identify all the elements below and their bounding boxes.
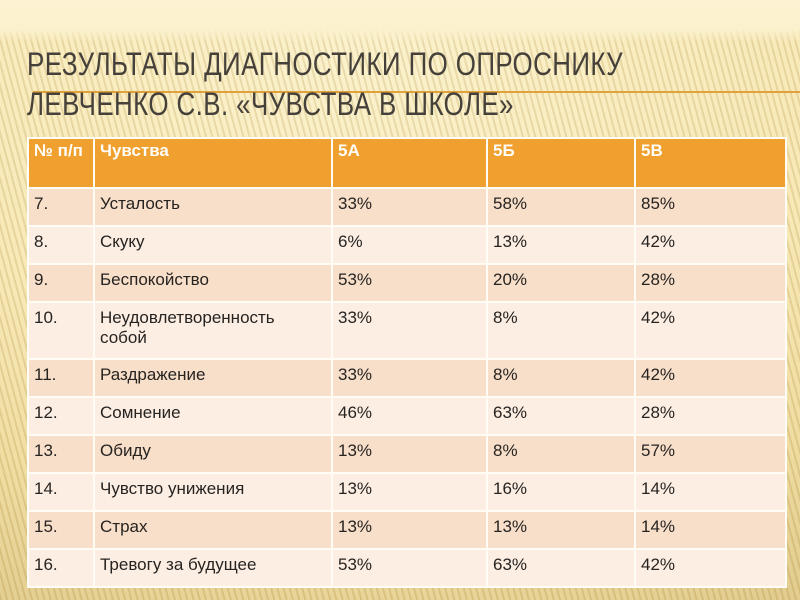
value-cell-5a: 13% <box>333 474 486 510</box>
top-band <box>0 0 800 42</box>
value-cell-5b: 13% <box>488 227 634 263</box>
feeling-cell: Беспокойство <box>95 265 331 301</box>
value-cell-5b: 63% <box>488 550 634 586</box>
value-cell-5b: 8% <box>488 360 634 396</box>
row-number-cell: 13. <box>29 436 93 472</box>
header-cell-5b: 5Б <box>488 139 634 187</box>
title-line-1: РЕЗУЛЬТАТЫ ДИАГНОСТИКИ ПО ОПРОСНИКУ <box>27 46 624 82</box>
value-cell-5v: 42% <box>636 227 785 263</box>
table-row: 14. Чувство унижения 13% 16% 14% <box>29 474 785 510</box>
table-header-row: № п/п Чувства 5А 5Б 5В <box>29 139 785 187</box>
feeling-cell: Страх <box>95 512 331 548</box>
value-cell-5v: 28% <box>636 398 785 434</box>
value-cell-5b: 8% <box>488 303 634 358</box>
table-row: 12. Сомнение 46% 63% 28% <box>29 398 785 434</box>
feeling-cell: Усталость <box>95 189 331 225</box>
value-cell-5a: 53% <box>333 265 486 301</box>
value-cell-5b: 63% <box>488 398 634 434</box>
value-cell-5a: 33% <box>333 360 486 396</box>
feeling-cell: Скуку <box>95 227 331 263</box>
feeling-cell: Раздражение <box>95 360 331 396</box>
value-cell-5v: 57% <box>636 436 785 472</box>
table-row: 10. Неудовлетворенность собой 33% 8% 42% <box>29 303 785 358</box>
row-number-cell: 10. <box>29 303 93 358</box>
value-cell-5a: 6% <box>333 227 486 263</box>
row-number-cell: 16. <box>29 550 93 586</box>
row-number-cell: 7. <box>29 189 93 225</box>
table-row: 13. Обиду 13% 8% 57% <box>29 436 785 472</box>
value-cell-5v: 85% <box>636 189 785 225</box>
table-row: 8. Скуку 6% 13% 42% <box>29 227 785 263</box>
value-cell-5v: 42% <box>636 360 785 396</box>
value-cell-5a: 46% <box>333 398 486 434</box>
header-cell-num: № п/п <box>29 139 93 187</box>
value-cell-5v: 14% <box>636 474 785 510</box>
results-table: № п/п Чувства 5А 5Б 5В 7. Усталость 33% … <box>27 137 787 588</box>
value-cell-5v: 14% <box>636 512 785 548</box>
value-cell-5b: 58% <box>488 189 634 225</box>
row-number-cell: 11. <box>29 360 93 396</box>
value-cell-5a: 33% <box>333 303 486 358</box>
feeling-cell: Обиду <box>95 436 331 472</box>
title-line-2: ЛЕВЧЕНКО С.В. «ЧУВСТВА В ШКОЛЕ» <box>27 86 514 122</box>
row-number-cell: 9. <box>29 265 93 301</box>
value-cell-5v: 42% <box>636 303 785 358</box>
value-cell-5a: 53% <box>333 550 486 586</box>
header-cell-5v: 5В <box>636 139 785 187</box>
header-cell-feelings: Чувства <box>95 139 331 187</box>
feeling-cell: Сомнение <box>95 398 331 434</box>
feeling-cell: Чувство унижения <box>95 474 331 510</box>
header-cell-5a: 5А <box>333 139 486 187</box>
value-cell-5b: 16% <box>488 474 634 510</box>
slide-title: РЕЗУЛЬТАТЫ ДИАГНОСТИКИ ПО ОПРОСНИКУ ЛЕВЧ… <box>27 44 788 124</box>
value-cell-5a: 13% <box>333 512 486 548</box>
feeling-cell: Тревогу за будущее <box>95 550 331 586</box>
table-row: 15. Страх 13% 13% 14% <box>29 512 785 548</box>
value-cell-5v: 42% <box>636 550 785 586</box>
table-row: 7. Усталость 33% 58% 85% <box>29 189 785 225</box>
value-cell-5b: 8% <box>488 436 634 472</box>
row-number-cell: 12. <box>29 398 93 434</box>
row-number-cell: 14. <box>29 474 93 510</box>
value-cell-5b: 13% <box>488 512 634 548</box>
value-cell-5a: 13% <box>333 436 486 472</box>
table-row: 9. Беспокойство 53% 20% 28% <box>29 265 785 301</box>
table-row: 16. Тревогу за будущее 53% 63% 42% <box>29 550 785 586</box>
row-number-cell: 15. <box>29 512 93 548</box>
accent-divider-line <box>33 91 800 93</box>
value-cell-5b: 20% <box>488 265 634 301</box>
row-number-cell: 8. <box>29 227 93 263</box>
table-row: 11. Раздражение 33% 8% 42% <box>29 360 785 396</box>
value-cell-5v: 28% <box>636 265 785 301</box>
value-cell-5a: 33% <box>333 189 486 225</box>
feeling-cell: Неудовлетворенность собой <box>95 303 331 358</box>
